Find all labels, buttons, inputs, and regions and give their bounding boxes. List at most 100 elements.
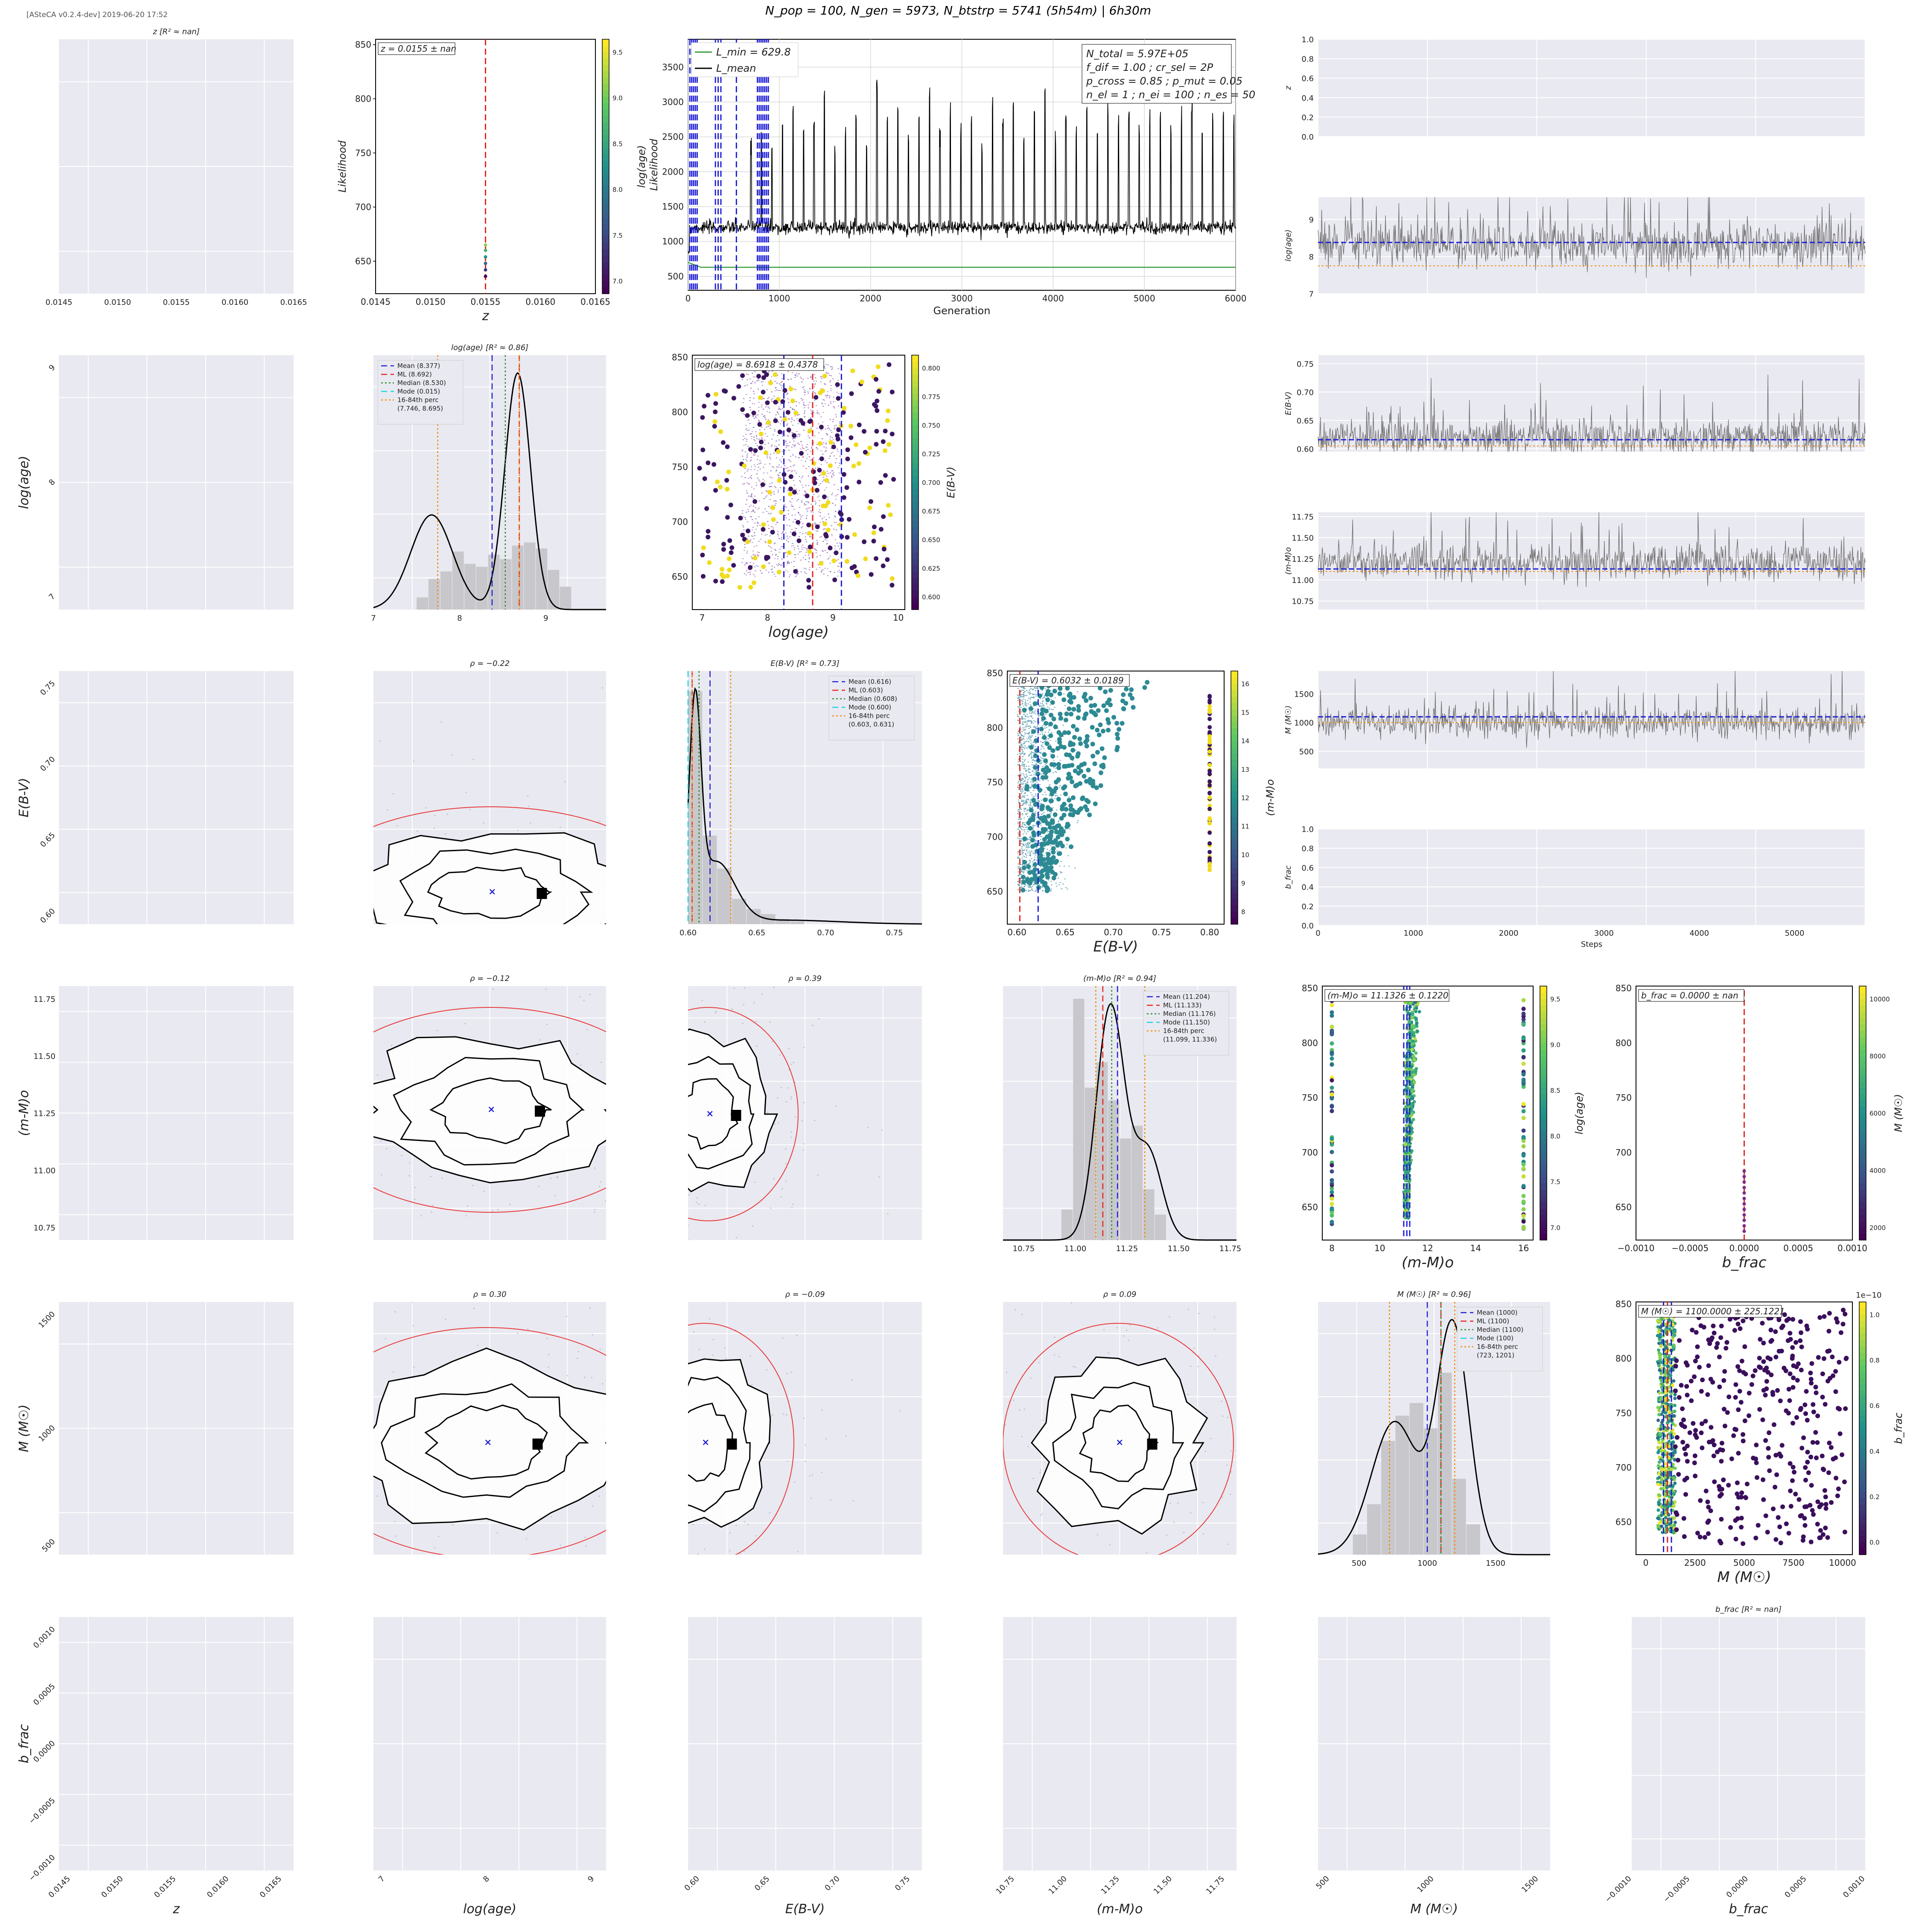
logage-likelihood-dense-point (823, 479, 825, 481)
corr-dm-mass-sample-point (1075, 1366, 1076, 1368)
logage-likelihood-dense-point (832, 473, 834, 475)
logage-likelihood-dense-point (839, 510, 840, 511)
logage-likelihood-dense-point (819, 505, 820, 507)
corr-logage-mass-sample-point (394, 1521, 396, 1523)
corr-logage-dm-sample-point (586, 1029, 588, 1030)
z-likelihood-cbar-cell (602, 198, 609, 205)
corr-logage-ebv-sample-point (528, 805, 530, 807)
logage-likelihood-dense-point (833, 406, 834, 407)
logage-likelihood-dense-point (829, 563, 831, 564)
logage-likelihood-dense-point (749, 423, 751, 424)
logage-likelihood-dense-point (768, 486, 770, 487)
logage-likelihood-dense-point (770, 470, 772, 471)
logage-likelihood-dense-point (813, 380, 815, 382)
logage-likelihood-dense-point (806, 518, 808, 519)
ebv-likelihood-dense-point (1055, 882, 1057, 884)
logage-likelihood-dense-point (766, 534, 768, 535)
ebv-likelihood-dense-point (1031, 774, 1032, 776)
ebv-likelihood-dense-point (1023, 855, 1024, 857)
corr-ebv-mass-sample-point (821, 1471, 822, 1473)
ebv-likelihood-dense-point (1024, 691, 1026, 692)
logage-likelihood-ytick: 700 (672, 517, 688, 527)
corr-ebv-mass-mean-marker: × (702, 1437, 709, 1448)
logage-likelihood-point (856, 461, 861, 466)
ebv-likelihood-dense-point (1031, 716, 1032, 717)
corr-ebv-dm-sample-point (693, 960, 694, 961)
corr-logage-dm-sample-point (614, 1054, 615, 1055)
ebv-likelihood-dense-point (1032, 752, 1034, 753)
logage-likelihood-point (841, 472, 846, 477)
corr-ebv-dm-sample-point (812, 1024, 814, 1027)
ebv-likelihood-dense-point (1022, 823, 1024, 825)
logage-likelihood-dense-point (829, 375, 831, 376)
corr-logage-dm-sample-point (600, 1181, 602, 1183)
logage-likelihood-dense-point (798, 499, 799, 500)
corr-logage-mass-sample-point (339, 1420, 340, 1421)
logage-likelihood-dense-point (773, 500, 775, 502)
ebv-likelihood-dense-point (1055, 793, 1057, 794)
ebv-likelihood-dense-point (1021, 789, 1023, 791)
corr-logage-ebv-sample-point (413, 760, 415, 762)
ebv-likelihood-dense-point (1034, 825, 1035, 826)
ebv-likelihood-dense-point (1023, 747, 1025, 748)
logage-likelihood-dense-point (800, 551, 802, 552)
corr-logage-ebv-sample-point (620, 913, 621, 914)
logage-likelihood-dense-point (795, 519, 796, 520)
panel-bottom-4-xlabel: M (M☉) (1410, 1902, 1458, 1917)
ebv-likelihood-dense-point (1024, 727, 1026, 728)
logage-likelihood-dense-point (803, 402, 805, 403)
logage-likelihood-xtick: 7 (700, 613, 705, 623)
corr-ebv-dm-sample-point (685, 1118, 687, 1119)
logage-likelihood-dense-point (783, 530, 784, 531)
logage-hist-legend-item: Mean (8.377) (397, 362, 440, 370)
logage-likelihood-dense-point (839, 534, 841, 535)
corr-ebv-mass-sample-point (551, 1289, 552, 1290)
corr-ebv-dm-sample-point (701, 1000, 703, 1001)
corr-logage-dm-sample-point (677, 1095, 678, 1097)
logage-likelihood-point (715, 479, 720, 484)
logage-likelihood-dense-point (825, 451, 826, 452)
logage-likelihood-point (793, 411, 799, 416)
logage-likelihood-dense-point (822, 403, 823, 404)
trace-bfrac-xtick: 0 (1315, 929, 1320, 938)
corr-dm-mass-sample-point (1310, 1481, 1311, 1482)
logage-likelihood-point (887, 442, 892, 447)
logage-likelihood-dense-point (828, 427, 830, 429)
corr-logage-dm-sample-point (619, 1044, 620, 1045)
corr-logage-ebv-sample-point (425, 807, 427, 809)
corr-dm-mass-sample-point (1126, 1329, 1128, 1331)
corr-ebv-mass-sample-point (769, 1512, 770, 1514)
ebv-likelihood-dense-point (1041, 760, 1042, 761)
logage-likelihood-dense-point (750, 556, 752, 557)
logage-likelihood-dense-point (771, 486, 773, 487)
logage-likelihood-dense-point (837, 571, 839, 572)
logage-likelihood-dense-point (743, 529, 745, 531)
logage-likelihood-dense-point (746, 490, 747, 491)
logage-likelihood-point (700, 447, 706, 452)
ebv-likelihood-dense-point (1045, 852, 1047, 853)
ebv-likelihood-dense-point (1038, 715, 1039, 717)
ebv-likelihood-dense-point (1029, 701, 1031, 703)
ebv-likelihood-dense-point (1028, 772, 1030, 773)
logage-likelihood-ytick: 750 (672, 462, 688, 472)
logage-likelihood-dense-point (744, 573, 745, 574)
logage-likelihood-dense-point (762, 512, 764, 513)
logage-likelihood-dense-point (779, 390, 781, 391)
logage-likelihood-dense-point (764, 464, 766, 465)
logage-likelihood-dense-point (784, 442, 785, 443)
corr-ebv-mass-sample-point (739, 1553, 741, 1554)
corr-ebv-mass-sample-point (615, 1462, 616, 1463)
ebv-likelihood-dense-point (1029, 754, 1030, 755)
logage-likelihood-dense-point (808, 485, 809, 486)
corr-dm-mass-mean-marker: × (1116, 1437, 1123, 1448)
ebv-likelihood-dense-point (1055, 795, 1057, 797)
logage-likelihood-dense-point (761, 414, 763, 415)
ebv-likelihood-dense-point (1018, 811, 1020, 812)
ebv-likelihood-dense-point (1021, 765, 1023, 766)
corr-logage-ebv-sample-point (312, 799, 313, 800)
ebv-likelihood-dense-point (1021, 871, 1022, 873)
ebv-likelihood-dense-point (1021, 779, 1022, 780)
panel-bottom-3-xtick: 11.50 (1152, 1874, 1174, 1896)
ebv-likelihood-dense-point (1046, 765, 1048, 766)
logage-likelihood-dense-point (790, 466, 791, 467)
